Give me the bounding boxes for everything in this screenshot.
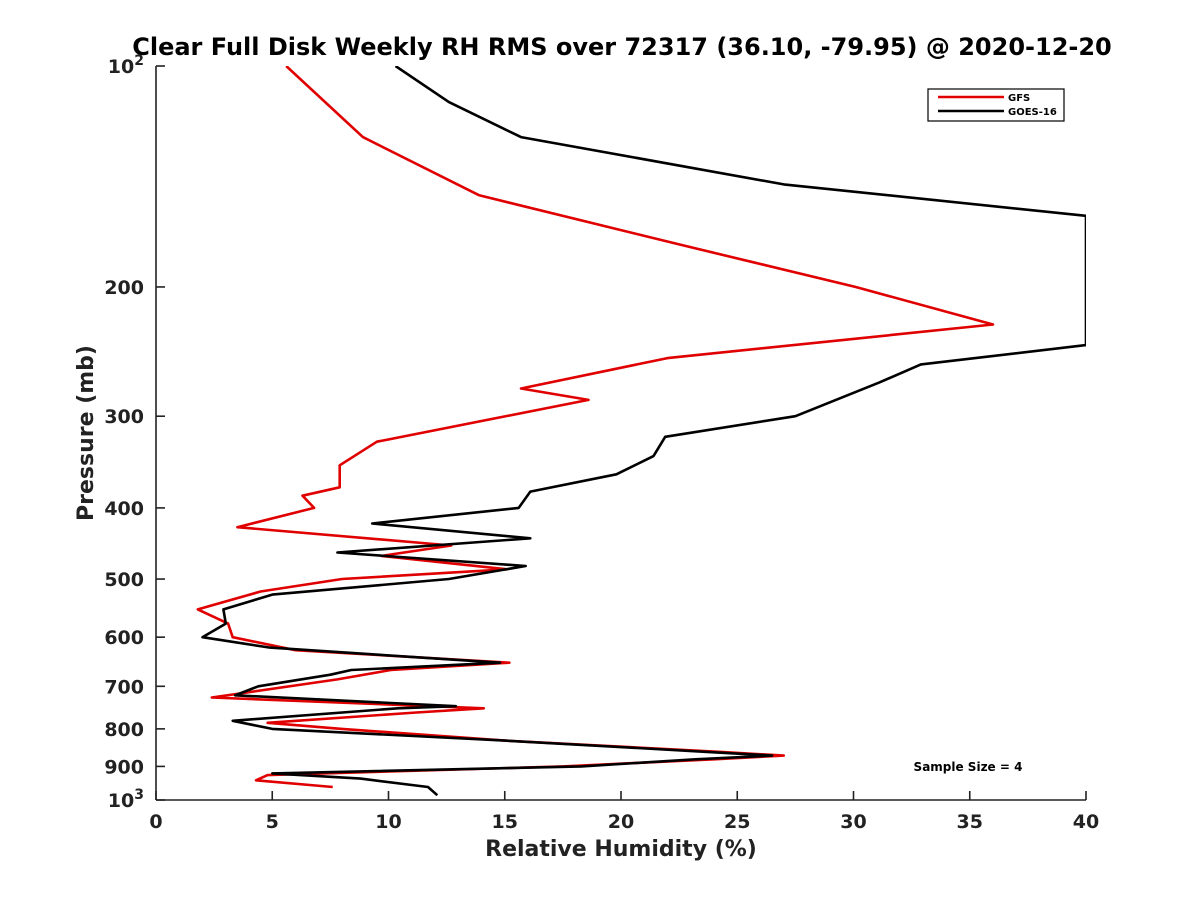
x-tick-label: 5 <box>266 811 279 833</box>
y-tick-label: 400 <box>104 498 144 520</box>
legend-box <box>927 88 1065 122</box>
y-tick-label: 103 <box>108 787 144 812</box>
x-tick-label: 0 <box>149 811 162 833</box>
y-tick-label: 300 <box>104 406 144 428</box>
y-tick-label: 700 <box>104 676 144 698</box>
legend: GFS GOES-16 <box>927 88 1065 122</box>
y-tick-label: 102 <box>108 53 144 78</box>
series-layer <box>196 66 1086 797</box>
y-tick-label: 800 <box>104 719 144 741</box>
x-axis-label: Relative Humidity (%) <box>485 837 757 862</box>
x-tick-label: 15 <box>492 811 518 833</box>
legend-label-goes-16: GOES-16 <box>1008 107 1057 118</box>
y-axis-label: Pressure (mb) <box>74 345 99 521</box>
series-line-goes-16 <box>201 66 1086 797</box>
x-tick-label: 40 <box>1073 811 1099 833</box>
y-tick-label: 600 <box>104 627 144 649</box>
y-tick-label: 900 <box>104 756 144 778</box>
y-tick-label: 500 <box>104 569 144 591</box>
chart-title: Clear Full Disk Weekly RH RMS over 72317… <box>132 33 1112 61</box>
x-tick-label: 10 <box>375 811 401 833</box>
ticks-layer: 0 5 10 15 20 25 30 35 40 102 200 300 400 500 600 700 800… <box>104 53 1099 833</box>
sample-size-annotation: Sample Size = 4 <box>914 760 1023 774</box>
x-tick-label: 35 <box>957 811 983 833</box>
x-tick-label: 30 <box>840 811 866 833</box>
x-tick-label: 25 <box>724 811 750 833</box>
y-tick-label: 200 <box>104 277 144 299</box>
x-tick-label: 20 <box>608 811 634 833</box>
legend-label-gfs: GFS <box>1008 93 1030 104</box>
